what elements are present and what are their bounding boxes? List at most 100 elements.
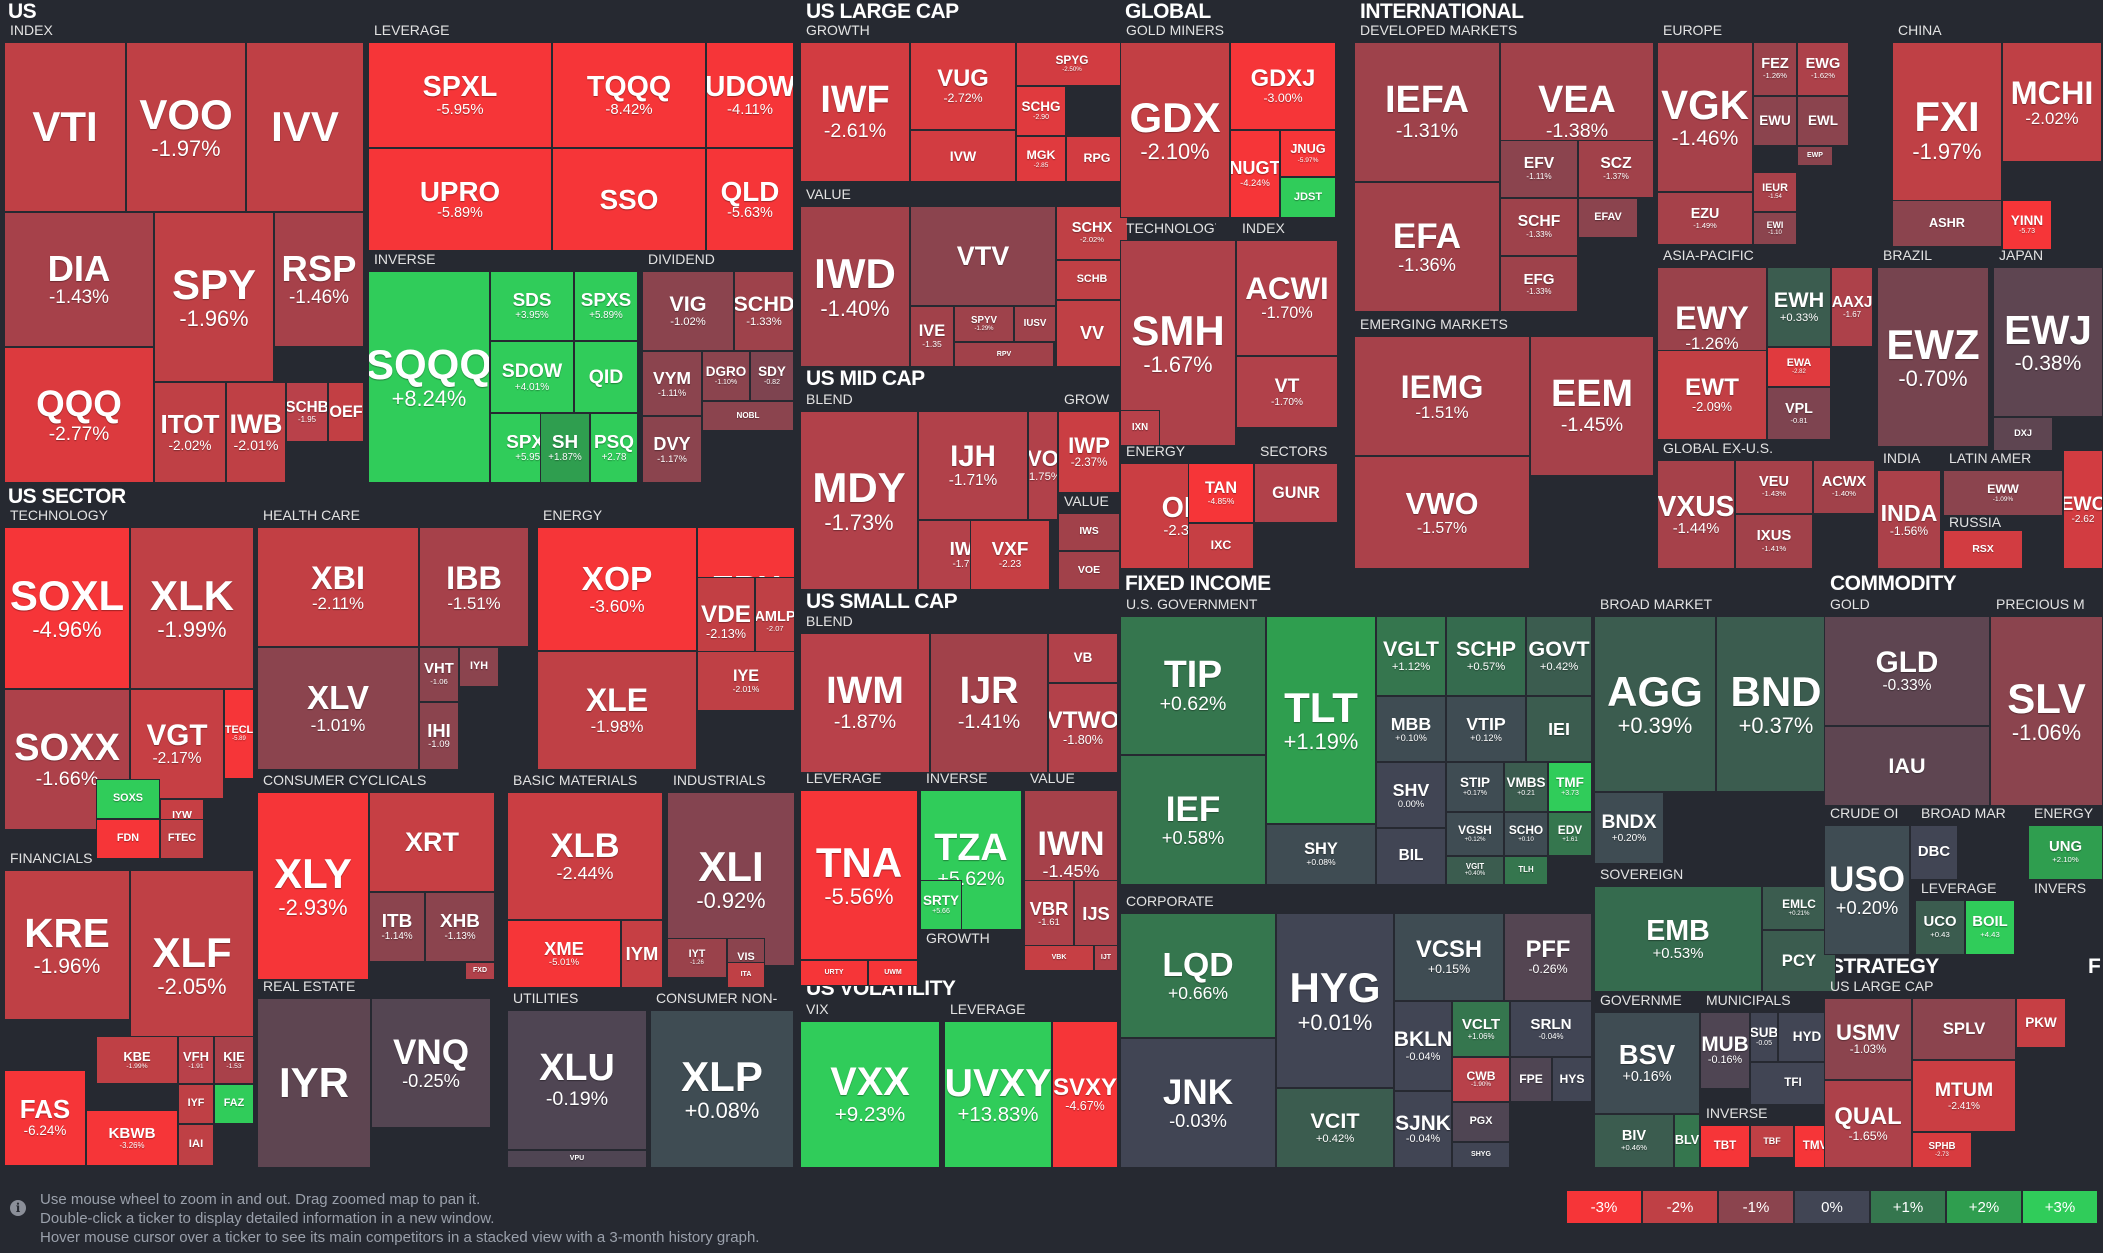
- tile-tmf[interactable]: TMF +3.73: [1548, 762, 1592, 812]
- tile-mchi[interactable]: MCHI -2.02%: [2002, 42, 2102, 162]
- tile-vtv[interactable]: VTV: [910, 206, 1056, 306]
- tile-oef[interactable]: OEF: [328, 382, 364, 442]
- tile-sso[interactable]: SSO: [552, 148, 706, 251]
- tile-svxy[interactable]: SVXY -4.67%: [1052, 1021, 1118, 1168]
- tile-iei[interactable]: IEI: [1526, 696, 1592, 762]
- tile-ftec[interactable]: FTEC: [160, 819, 204, 859]
- tile-spyg[interactable]: SPYG -2.50%: [1016, 42, 1128, 86]
- tile-schx[interactable]: SCHX -2.02%: [1056, 206, 1128, 260]
- tile-vpu[interactable]: VPU: [507, 1150, 647, 1168]
- tile-xlv[interactable]: XLV -1.01%: [257, 647, 419, 770]
- tile-bndx[interactable]: BNDX +0.20%: [1594, 792, 1664, 864]
- tile-govt[interactable]: GOVT +0.42%: [1526, 616, 1592, 696]
- tile-vv[interactable]: VV: [1056, 300, 1128, 367]
- tile-iwp[interactable]: IWP -2.37%: [1058, 411, 1120, 493]
- tile-vxf[interactable]: VXF -2.23: [970, 520, 1050, 590]
- tile-tan[interactable]: TAN -4.85%: [1188, 463, 1254, 523]
- tile-ezu[interactable]: EZU -1.49%: [1657, 192, 1753, 245]
- tile-iwd[interactable]: IWD -1.40%: [800, 206, 910, 367]
- tile-bkln[interactable]: BKLN -0.04%: [1394, 1001, 1452, 1091]
- tile-xlf[interactable]: XLF -2.05%: [130, 870, 254, 1060]
- tile-xle[interactable]: XLE -1.98%: [537, 651, 697, 770]
- tile-yinn[interactable]: YINN -5.73: [2002, 200, 2052, 250]
- tile-iyr[interactable]: IYR: [257, 998, 371, 1168]
- tile-tfi[interactable]: TFI: [1750, 1062, 1836, 1105]
- tile-spy[interactable]: SPY -1.96%: [154, 212, 274, 382]
- tile-biv[interactable]: BIV +0.46%: [1594, 1114, 1674, 1168]
- tile-efa[interactable]: EFA -1.36%: [1354, 182, 1500, 312]
- tile-vfh[interactable]: VFH -1.91: [178, 1036, 214, 1084]
- tile-iusv[interactable]: IUSV: [1014, 306, 1056, 342]
- tile-lqd[interactable]: LQD +0.66%: [1120, 913, 1276, 1038]
- tile-vmbs[interactable]: VMBS +0.21: [1504, 762, 1548, 812]
- tile-soxs[interactable]: SOXS: [96, 779, 160, 819]
- tile-vcit[interactable]: VCIT +0.42%: [1276, 1088, 1394, 1168]
- tile-vxus[interactable]: VXUS -1.44%: [1657, 460, 1735, 569]
- tile-schd[interactable]: SCHD -1.33%: [734, 271, 794, 351]
- tile-vti[interactable]: VTI: [4, 42, 126, 212]
- tile-scho[interactable]: SCHO +0.10: [1504, 812, 1548, 856]
- tile-ijr[interactable]: IJR -1.41%: [930, 633, 1048, 773]
- tile-aaxj[interactable]: AAXJ -1.67: [1831, 267, 1873, 347]
- tile-nobl[interactable]: NOBL: [702, 401, 794, 431]
- tile-srln[interactable]: SRLN -0.04%: [1510, 1001, 1592, 1057]
- tile-ewj[interactable]: EWJ -0.38%: [1993, 267, 2103, 417]
- tile-tbt[interactable]: TBT: [1700, 1125, 1750, 1168]
- tile-fez[interactable]: FEZ -1.26%: [1753, 42, 1797, 96]
- tile-iai[interactable]: IAI: [178, 1124, 214, 1166]
- tile-tip[interactable]: TIP +0.62%: [1120, 616, 1266, 755]
- tile-voe[interactable]: VOE: [1058, 551, 1120, 590]
- tile-sds[interactable]: SDS +3.95%: [490, 271, 574, 341]
- tile-ita[interactable]: ITA: [727, 962, 765, 988]
- tile-uco[interactable]: UCO +0.43: [1915, 900, 1965, 955]
- tile-ieur[interactable]: IEUR -1.54: [1753, 172, 1797, 212]
- tile-vpl[interactable]: VPL -0.81: [1767, 387, 1831, 440]
- tile-vnq[interactable]: VNQ -0.25%: [371, 998, 491, 1128]
- tile-iau[interactable]: IAU: [1824, 726, 1990, 806]
- tile-udow[interactable]: UDOW -4.11%: [706, 42, 794, 148]
- tile-gunr[interactable]: GUNR: [1254, 463, 1338, 523]
- tile-fxi[interactable]: FXI -1.97%: [1892, 42, 2002, 217]
- tile-xrt[interactable]: XRT: [369, 792, 495, 892]
- tile-qual[interactable]: QUAL -1.65%: [1824, 1080, 1912, 1168]
- tile-kbwb[interactable]: KBWB -3.26%: [86, 1110, 178, 1166]
- tile-sqqq[interactable]: SQQQ +8.24%: [368, 271, 490, 483]
- tile-xlb[interactable]: XLB -2.44%: [507, 792, 663, 920]
- tile-ive[interactable]: IVE -1.35: [910, 306, 954, 367]
- tile-eem[interactable]: EEM -1.45%: [1530, 336, 1654, 476]
- tile-vtwo[interactable]: VTWO -1.80%: [1048, 683, 1118, 773]
- tile-sdow[interactable]: SDOW +4.01%: [490, 341, 574, 413]
- tile-shy[interactable]: SHY +0.08%: [1266, 824, 1376, 885]
- tile-inda[interactable]: INDA -1.56%: [1877, 470, 1941, 569]
- tile-ewz[interactable]: EWZ -0.70%: [1877, 267, 1989, 447]
- tile-shv[interactable]: SHV 0.00%: [1376, 762, 1446, 828]
- tile-spxs[interactable]: SPXS +5.89%: [574, 271, 638, 341]
- tile-sphb[interactable]: SPHB -2.73: [1912, 1132, 1972, 1168]
- tile-vb[interactable]: VB: [1048, 633, 1118, 683]
- tile-mtum[interactable]: MTUM -2.41%: [1912, 1060, 2016, 1132]
- tile-stip[interactable]: STIP +0.17%: [1446, 762, 1504, 812]
- tile-dia[interactable]: DIA -1.43%: [4, 212, 154, 347]
- tile-tecl[interactable]: TECL -5.89: [224, 689, 254, 779]
- tile-schb[interactable]: SCHB: [1056, 260, 1128, 300]
- tile-schg[interactable]: SCHG -2.90: [1016, 86, 1066, 136]
- tile-gdxj[interactable]: GDXJ -3.00%: [1230, 42, 1336, 130]
- tile-shyg[interactable]: SHYG: [1452, 1142, 1510, 1168]
- tile-schf[interactable]: SCHF -1.33%: [1500, 198, 1578, 256]
- tile-ewp[interactable]: EWP: [1797, 146, 1833, 166]
- tile-kbe[interactable]: KBE -1.99%: [96, 1036, 178, 1084]
- tile-ivw[interactable]: IVW: [910, 130, 1016, 182]
- tile-mbb[interactable]: MBB +0.10%: [1376, 696, 1446, 762]
- tile-usmv[interactable]: USMV -1.03%: [1824, 998, 1912, 1080]
- tile-eww[interactable]: EWW -1.09%: [1943, 470, 2063, 516]
- tile-ijs[interactable]: IJS: [1074, 880, 1118, 948]
- tile-efg[interactable]: EFG -1.33%: [1500, 256, 1578, 312]
- tile-dxj[interactable]: DXJ: [1993, 417, 2053, 451]
- tile-ewc[interactable]: EWC-2.62: [2063, 450, 2103, 569]
- tile-voo[interactable]: VOO -1.97%: [126, 42, 246, 212]
- tile-fdn[interactable]: FDN: [96, 819, 160, 859]
- tile-fpe[interactable]: FPE: [1510, 1057, 1552, 1102]
- tile-psq[interactable]: PSQ +2.78: [590, 413, 638, 483]
- tile-ung[interactable]: UNG +2.10%: [2028, 825, 2103, 880]
- tile-srty[interactable]: SRTY +5.66: [920, 880, 962, 930]
